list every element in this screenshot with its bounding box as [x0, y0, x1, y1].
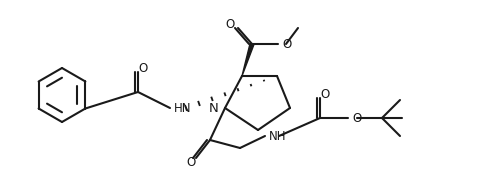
- Text: NH: NH: [269, 130, 286, 143]
- Polygon shape: [242, 43, 254, 76]
- Text: N: N: [209, 102, 219, 115]
- Text: O: O: [186, 156, 196, 169]
- Text: O: O: [225, 18, 235, 31]
- Text: O: O: [321, 89, 330, 102]
- Text: O: O: [352, 111, 361, 124]
- Text: HN: HN: [174, 102, 191, 115]
- Text: O: O: [282, 38, 291, 51]
- Text: O: O: [138, 61, 148, 74]
